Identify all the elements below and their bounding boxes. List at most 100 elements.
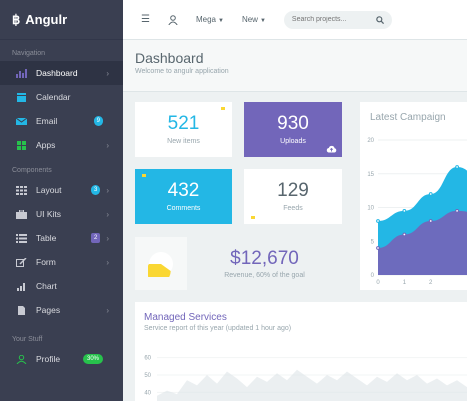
section-label-your-stuff: Your Stuff <box>12 336 43 343</box>
top-header: ☰ Mega ▼ New ▼ <box>123 0 467 40</box>
revenue-gauge <box>135 237 187 290</box>
sidebar-item-profile[interactable]: Profile 30% <box>0 347 123 371</box>
brand-name: Angulr <box>25 12 68 27</box>
new-items-count: 521 <box>167 113 200 134</box>
sidebar-item-apps[interactable]: Apps › <box>0 133 123 157</box>
sidebar-item-label: Apps <box>36 140 56 150</box>
campaign-data-point <box>455 208 459 213</box>
profile-progress-badge: 30% <box>82 354 103 364</box>
file-icon <box>18 305 25 315</box>
sidebar-item-ui-kits[interactable]: UI Kits › <box>0 202 123 226</box>
feeds-tile[interactable]: 129 Feeds <box>244 169 342 224</box>
comments-tile[interactable]: 432 Comments <box>135 169 232 224</box>
new-items-tile[interactable]: 521 New items <box>135 102 232 157</box>
signal-icon <box>17 282 25 291</box>
sidebar-item-label: Pages <box>36 305 61 315</box>
revenue-pie-chart <box>148 251 173 277</box>
sidebar-item-dashboard[interactable]: Dashboard › <box>0 61 123 85</box>
y-tick-label: 20 <box>367 138 374 144</box>
chevron-right-icon: › <box>106 257 109 267</box>
services-series-area <box>157 369 467 401</box>
sidebar-item-form[interactable]: Form › <box>0 250 123 274</box>
uploads-label: Uploads <box>280 138 306 145</box>
latest-campaign-panel: Latest Campaign 0 5 10 15 20 0 1 2 <box>360 102 467 290</box>
caret-down-icon: ▼ <box>259 18 266 24</box>
mega-menu-label: Mega <box>195 15 216 24</box>
edit-icon <box>16 257 27 267</box>
grid-icon <box>17 140 26 150</box>
calendar-icon <box>17 92 26 102</box>
chevron-right-icon: › <box>106 209 109 219</box>
mega-menu[interactable]: Mega ▼ <box>196 15 224 24</box>
sidebar-item-label: Table <box>36 233 57 243</box>
page-header: Dashboard Welcome to angulr application <box>123 40 467 92</box>
chevron-right-icon: › <box>106 140 109 150</box>
pie-slice-achieved <box>148 263 171 277</box>
search-box[interactable] <box>283 10 392 29</box>
uploads-tile[interactable]: 930 Uploads <box>244 102 342 157</box>
campaign-data-point <box>402 232 407 237</box>
feeds-label: Feeds <box>283 205 303 212</box>
sidebar-item-layout[interactable]: Layout 3 › <box>0 178 123 202</box>
search-input[interactable] <box>291 16 376 23</box>
revenue-panel: $12,670 Revenue, 60% of the goal <box>135 237 342 290</box>
sidebar-item-pages[interactable]: Pages › <box>0 298 123 322</box>
cloud-upload-icon <box>326 145 337 153</box>
revenue-summary: $12,670 Revenue, 60% of the goal <box>187 237 342 290</box>
bar-chart-icon <box>16 68 27 78</box>
managed-services-panel: Managed Services Service report of this … <box>135 302 467 401</box>
sidebar-item-label: Chart <box>36 281 57 291</box>
feeds-count: 129 <box>277 180 309 201</box>
user-icon[interactable] <box>168 14 178 25</box>
briefcase-icon <box>16 209 27 219</box>
campaign-data-point <box>428 192 433 196</box>
y-tick-label: 10 <box>367 206 374 212</box>
new-menu-label: New <box>241 15 258 24</box>
campaign-data-point <box>402 208 407 213</box>
chevron-right-icon: › <box>106 68 109 78</box>
sidebar-item-calendar[interactable]: Calendar <box>0 85 123 109</box>
x-tick-label: 1 <box>403 280 407 286</box>
x-tick-label: 0 <box>376 280 380 286</box>
chevron-right-icon: › <box>106 305 109 315</box>
sidebar: ฿ Angulr Navigation Dashboard › Calendar… <box>0 0 123 401</box>
chevron-right-icon: › <box>106 185 109 195</box>
services-subtitle: Service report of this year (updated 1 h… <box>144 325 292 332</box>
sidebar-item-chart[interactable]: Chart <box>0 274 123 298</box>
layout-grid-icon <box>16 185 27 195</box>
menu-icon[interactable]: ☰ <box>141 14 150 25</box>
campaign-data-point <box>428 219 433 223</box>
uploads-count: 930 <box>277 113 309 134</box>
new-menu[interactable]: New ▼ <box>242 15 266 24</box>
page-title: Dashboard <box>135 50 204 66</box>
corner-dot <box>221 107 225 110</box>
sidebar-item-label: Layout <box>36 185 62 195</box>
chevron-right-icon: › <box>106 233 109 243</box>
layout-count-badge: 3 <box>90 185 101 195</box>
campaign-series-area <box>378 210 467 275</box>
sidebar-item-label: Form <box>36 257 56 267</box>
sidebar-item-table[interactable]: Table 2 › <box>0 226 123 250</box>
corner-dot <box>251 216 255 219</box>
sidebar-item-label: Email <box>36 116 58 126</box>
user-icon <box>16 354 27 364</box>
sidebar-item-label: UI Kits <box>36 209 62 219</box>
y-tick-label: 50 <box>144 373 151 379</box>
sidebar-item-label: Profile <box>36 354 61 364</box>
campaign-chart: 0 5 10 15 20 0 1 2 <box>367 138 467 286</box>
campaign-data-point <box>376 246 380 250</box>
revenue-amount: $12,670 <box>230 248 299 269</box>
caret-down-icon: ▼ <box>217 18 224 24</box>
list-icon <box>16 233 27 243</box>
page-subtitle: Welcome to angulr application <box>135 68 229 75</box>
brand[interactable]: ฿ Angulr <box>0 0 123 40</box>
section-label-components: Components <box>12 167 52 174</box>
y-tick-label: 0 <box>371 273 375 279</box>
search-icon[interactable] <box>376 15 384 24</box>
y-tick-label: 15 <box>367 172 374 178</box>
services-chart: 60 50 40 <box>144 356 467 401</box>
sidebar-item-email[interactable]: Email 9 <box>0 109 123 133</box>
comments-label: Comments <box>166 205 201 212</box>
section-label-navigation: Navigation <box>12 50 46 57</box>
new-items-label: New items <box>167 138 200 145</box>
